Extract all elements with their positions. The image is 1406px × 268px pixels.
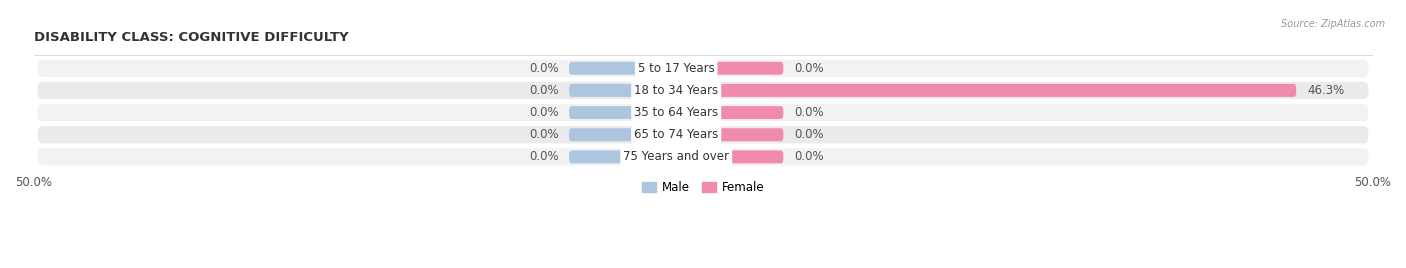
Text: 65 to 74 Years: 65 to 74 Years	[634, 128, 718, 141]
FancyBboxPatch shape	[38, 59, 1368, 77]
Text: 0.0%: 0.0%	[529, 150, 558, 163]
Text: 46.3%: 46.3%	[1308, 84, 1344, 97]
FancyBboxPatch shape	[38, 104, 1368, 121]
Text: DISABILITY CLASS: COGNITIVE DIFFICULTY: DISABILITY CLASS: COGNITIVE DIFFICULTY	[34, 31, 349, 44]
Text: 0.0%: 0.0%	[794, 128, 824, 141]
Text: 18 to 34 Years: 18 to 34 Years	[634, 84, 718, 97]
FancyBboxPatch shape	[676, 62, 783, 75]
Text: 0.0%: 0.0%	[529, 106, 558, 119]
FancyBboxPatch shape	[38, 82, 1368, 99]
Text: 0.0%: 0.0%	[794, 150, 824, 163]
Text: 5 to 17 Years: 5 to 17 Years	[638, 62, 714, 75]
Text: 0.0%: 0.0%	[794, 62, 824, 75]
Text: 75 Years and over: 75 Years and over	[623, 150, 730, 163]
FancyBboxPatch shape	[676, 150, 783, 163]
Text: 0.0%: 0.0%	[529, 84, 558, 97]
FancyBboxPatch shape	[569, 62, 676, 75]
FancyBboxPatch shape	[569, 106, 676, 119]
FancyBboxPatch shape	[38, 126, 1368, 143]
FancyBboxPatch shape	[569, 150, 676, 163]
FancyBboxPatch shape	[676, 128, 783, 141]
Text: 0.0%: 0.0%	[794, 106, 824, 119]
Text: 0.0%: 0.0%	[529, 128, 558, 141]
Legend: Male, Female: Male, Female	[637, 176, 769, 199]
FancyBboxPatch shape	[676, 84, 1296, 97]
Text: 0.0%: 0.0%	[529, 62, 558, 75]
Text: Source: ZipAtlas.com: Source: ZipAtlas.com	[1281, 19, 1385, 29]
FancyBboxPatch shape	[38, 148, 1368, 166]
Text: 35 to 64 Years: 35 to 64 Years	[634, 106, 718, 119]
FancyBboxPatch shape	[676, 106, 783, 119]
FancyBboxPatch shape	[569, 128, 676, 141]
FancyBboxPatch shape	[569, 84, 676, 97]
